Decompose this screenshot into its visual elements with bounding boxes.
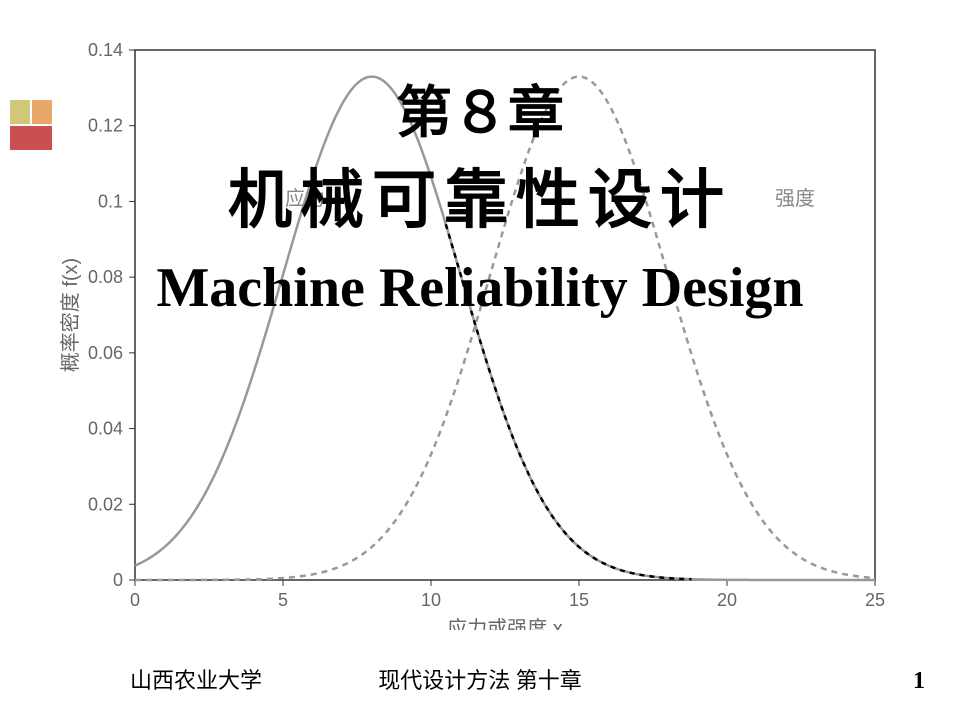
page-number: 1 — [913, 668, 925, 695]
svg-text:0: 0 — [130, 590, 140, 610]
title-block: 第８章 机械可靠性设计 Machine Reliability Design — [0, 75, 960, 328]
svg-text:0.02: 0.02 — [88, 494, 123, 514]
svg-text:0.14: 0.14 — [88, 40, 123, 60]
svg-text:应力或强度 x: 应力或强度 x — [447, 617, 563, 630]
svg-text:10: 10 — [421, 590, 441, 610]
svg-text:25: 25 — [865, 590, 885, 610]
svg-text:5: 5 — [278, 590, 288, 610]
chinese-title: 机械可靠性设计 — [0, 153, 960, 249]
english-title: Machine Reliability Design — [0, 249, 960, 327]
svg-text:0.04: 0.04 — [88, 419, 123, 439]
svg-text:0: 0 — [113, 570, 123, 590]
svg-text:0.06: 0.06 — [88, 343, 123, 363]
svg-text:20: 20 — [717, 590, 737, 610]
svg-text:15: 15 — [569, 590, 589, 610]
chapter-number: 第８章 — [0, 75, 960, 153]
footer-course: 现代设计方法 第十章 — [0, 663, 960, 695]
